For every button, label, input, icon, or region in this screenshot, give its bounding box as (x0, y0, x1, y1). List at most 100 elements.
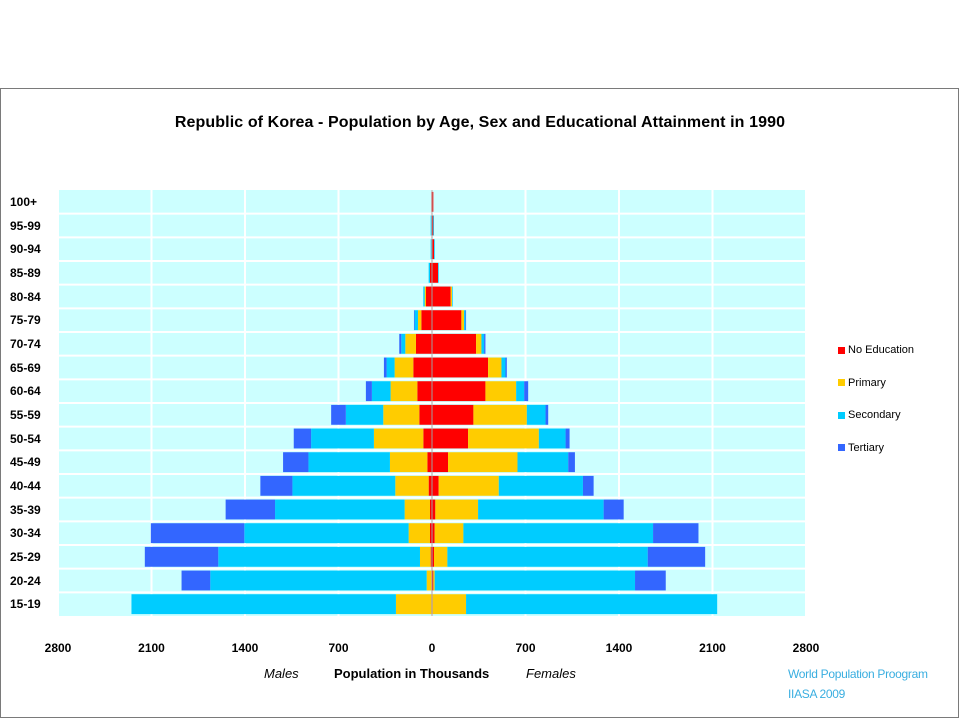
bar-female-no-education (432, 570, 434, 591)
bar-female-tertiary (653, 523, 699, 544)
legend-label: Tertiary (848, 441, 885, 454)
age-label: 55-59 (10, 407, 41, 422)
x-tick-label: 2100 (699, 641, 726, 655)
bar-male-no-education (429, 499, 432, 520)
bar-male-primary (383, 404, 420, 425)
bar-female-secondary (501, 357, 506, 378)
bar-female-secondary (438, 262, 439, 283)
bar-female-secondary (433, 215, 435, 236)
x-tick-label: 2800 (45, 641, 72, 655)
bar-male-secondary (371, 381, 391, 402)
bar-male-no-education (429, 262, 432, 283)
bar-female-secondary (434, 570, 636, 591)
bar-male-no-education (423, 428, 432, 449)
bar-female-secondary (517, 452, 569, 473)
bar-male-tertiary (331, 404, 346, 425)
bar-male-primary (408, 523, 430, 544)
x-tick-label: 2800 (793, 641, 820, 655)
bar-female-secondary (481, 333, 485, 354)
x-tick-label: 0 (429, 641, 436, 655)
bar-male-primary (404, 499, 430, 520)
bar-female-secondary (434, 239, 435, 260)
legend-label: No Education (848, 344, 915, 356)
legend-swatch (838, 379, 845, 386)
credit-line-2: IIASA 2009 (788, 687, 846, 701)
bar-female-no-education (432, 333, 477, 354)
bar-female-no-education (432, 499, 436, 520)
legend-swatch (838, 346, 845, 354)
bar-male-tertiary (144, 546, 219, 567)
bar-male-no-education (415, 333, 432, 354)
age-label: 50-54 (10, 431, 41, 446)
bar-male-primary (395, 475, 429, 496)
bar-male-no-education (430, 546, 432, 567)
bar-male-primary (390, 381, 418, 402)
bar-female-tertiary (603, 499, 624, 520)
bar-female-tertiary (565, 428, 570, 449)
bar-male-secondary (131, 594, 396, 615)
age-label: 20-24 (10, 573, 41, 588)
bar-male-primary (417, 310, 422, 331)
bar-male-secondary (430, 215, 432, 236)
bar-male-tertiary (383, 357, 387, 378)
age-label: 35-39 (10, 502, 41, 517)
x-tick-label: 700 (328, 641, 348, 655)
legend-item: Primary (838, 375, 914, 391)
bar-female-primary (433, 570, 435, 591)
bar-male-secondary (401, 333, 406, 354)
bar-male-primary (395, 594, 432, 615)
bar-male-secondary (423, 286, 425, 307)
bar-male-secondary (311, 428, 374, 449)
age-label: 80-84 (10, 289, 41, 304)
x-tick-label: 1400 (232, 641, 259, 655)
bar-male-tertiary (413, 310, 415, 331)
age-label: 85-89 (10, 265, 41, 280)
bar-male-secondary (430, 239, 432, 260)
bar-male-primary (424, 286, 426, 307)
bar-female-tertiary (505, 357, 507, 378)
x-axis-title: Population in Thousands (334, 666, 490, 681)
bar-male-tertiary (260, 475, 293, 496)
legend-label: Primary (848, 376, 886, 389)
age-label: 70-74 (10, 336, 41, 351)
bar-female-tertiary (635, 570, 666, 591)
bar-female-secondary (466, 594, 718, 615)
age-label: 45-49 (10, 455, 41, 470)
bar-female-tertiary (465, 310, 467, 331)
bar-female-no-education (432, 215, 434, 236)
bar-male-secondary (210, 570, 427, 591)
legend-item: No Education (838, 342, 914, 358)
bar-female-secondary (498, 475, 583, 496)
females-label: Females (526, 666, 576, 681)
bar-female-primary (476, 333, 482, 354)
bar-female-tertiary (647, 546, 706, 567)
bar-male-secondary (244, 523, 409, 544)
bar-male-secondary (386, 357, 395, 378)
legend-item: Secondary (838, 407, 914, 423)
bar-male-tertiary (150, 523, 245, 544)
age-label: 30-34 (10, 526, 41, 541)
age-label: 100+ (10, 194, 38, 209)
age-label: 60-64 (10, 384, 41, 399)
bar-male-primary (373, 428, 424, 449)
bar-female-no-education (432, 452, 449, 473)
bar-female-primary (438, 475, 499, 496)
bar-male-no-education (429, 523, 432, 544)
bar-male-secondary (275, 499, 405, 520)
bar-female-tertiary (568, 452, 575, 473)
bar-female-no-education (432, 310, 462, 331)
bar-female-tertiary (582, 475, 594, 496)
bar-female-secondary (464, 310, 466, 331)
bar-female-secondary (463, 523, 654, 544)
bar-male-tertiary (293, 428, 312, 449)
age-label: 90-94 (10, 242, 41, 257)
bar-female-primary (434, 546, 448, 567)
bar-female-primary (434, 523, 464, 544)
bar-male-primary (389, 452, 428, 473)
bar-female-primary (468, 428, 539, 449)
bar-female-secondary (452, 286, 453, 307)
bar-male-secondary (308, 452, 390, 473)
bar-female-primary (448, 452, 518, 473)
bar-female-secondary (526, 404, 546, 425)
